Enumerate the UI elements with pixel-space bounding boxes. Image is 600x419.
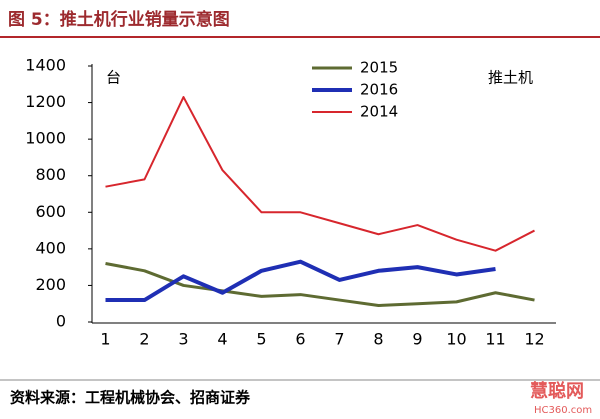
annotation: 推土机 <box>488 69 533 87</box>
x-tick-label: 7 <box>334 330 344 349</box>
x-tick-label: 3 <box>178 330 188 349</box>
x-tick-label: 4 <box>217 330 227 349</box>
source: 资料来源：工程机械协会、招商证券 <box>10 389 251 407</box>
y-tick-label: 1400 <box>25 56 66 75</box>
series-line <box>105 96 535 252</box>
x-tick-label: 2 <box>139 330 149 349</box>
chart-title: 图 5：推土机行业销量示意图 <box>8 9 230 30</box>
x-tick-label: 10 <box>446 330 466 349</box>
y-tick-label: 1200 <box>25 92 66 111</box>
y-tick-label: 200 <box>35 275 66 294</box>
x-tick-label: 1 <box>100 330 110 349</box>
y-tick-label: 800 <box>35 165 66 184</box>
y-tick-label: 400 <box>35 238 66 257</box>
legend-label: 2015 <box>360 59 398 77</box>
x-tick-label: 5 <box>256 330 266 349</box>
x-tick-label: 6 <box>295 330 305 349</box>
y-tick-label: 1000 <box>25 129 66 148</box>
x-tick-label: 11 <box>485 330 505 349</box>
series-line <box>105 259 496 303</box>
x-tick-label: 9 <box>412 330 422 349</box>
x-tick-label: 12 <box>524 330 544 349</box>
y-tick-label: 0 <box>56 312 66 331</box>
y-tick-label: 600 <box>35 202 66 221</box>
unit-label: 台 <box>106 69 121 87</box>
watermark: 慧聪网 <box>530 380 584 402</box>
legend-label: 2016 <box>360 81 398 99</box>
legend-label: 2014 <box>360 103 398 121</box>
x-tick-label: 8 <box>373 330 383 349</box>
watermark-url: HC360.com <box>534 405 592 416</box>
series-line <box>105 262 535 308</box>
